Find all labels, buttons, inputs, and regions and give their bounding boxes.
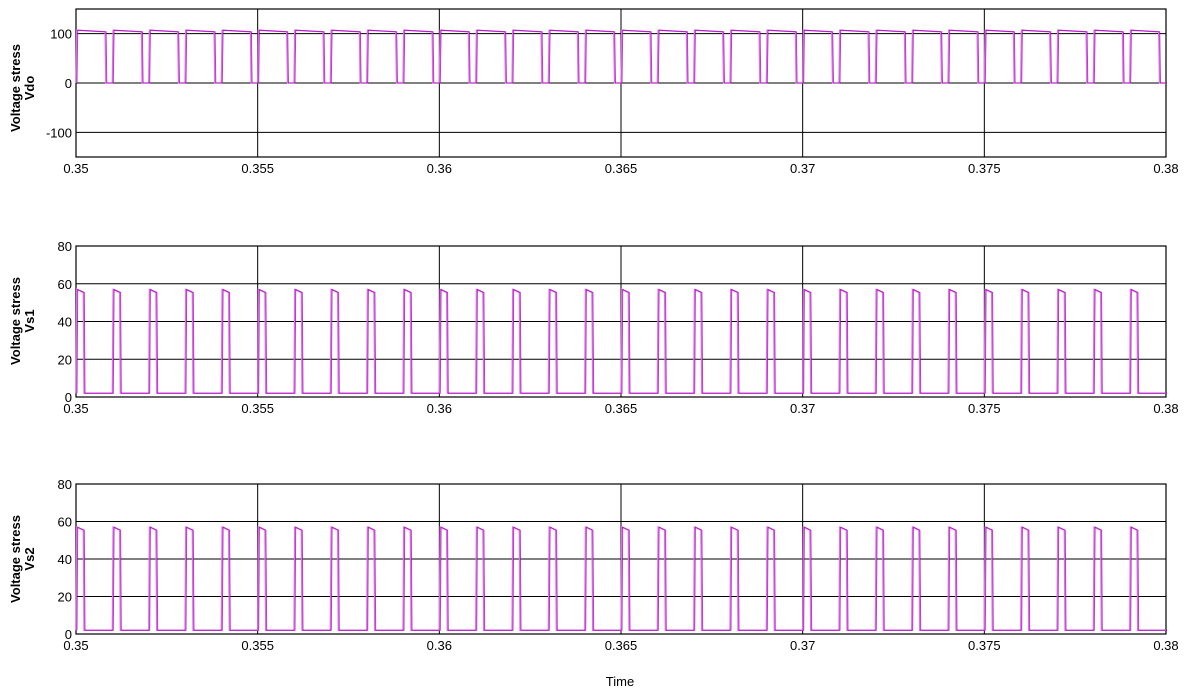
y-tick-label: 60 [58,277,72,292]
x-tick-label: 0.36 [427,638,452,653]
x-tick-label: 0.375 [968,161,1001,176]
x-tick-label: 0.38 [1153,161,1178,176]
x-tick-label: 0.365 [605,161,638,176]
x-tick-label: 0.35 [63,161,88,176]
y-tick-label: 0 [65,627,72,642]
series-line-dark [76,526,1167,631]
x-tick-label: 0.37 [790,638,815,653]
x-tick-label: 0.35 [63,401,88,416]
ylabel-line-1: Voltage stress [8,277,23,365]
y-tick-label: 0 [65,390,72,405]
y-tick-label: 80 [58,477,72,492]
x-tick-label: 0.355 [241,401,274,416]
y-tick-label: 0 [65,76,72,91]
x-tick-label: 0.37 [790,161,815,176]
ylabel-line-1: Voltage stress [8,44,23,132]
y-tick-label: -100 [46,125,72,140]
chart-panel-vs1: Voltage stress Vs1 0.35 0.355 0.36 0.365 0.3… [8,239,1179,416]
y-tick-label: 80 [58,239,72,254]
chart-panel-vdo: Voltage stress Vdo 0.35 0.355 0.36 0.365 0.3… [8,8,1179,176]
ylabel-line-2: Vs1 [22,309,37,332]
ylabel-line-2: Vdo [22,76,37,101]
y-tick-label: 20 [58,352,72,367]
x-tick-label: 0.355 [241,161,274,176]
ylabel-line-1: Voltage stress [8,515,23,603]
y-tick-label: 40 [58,315,72,330]
x-tick-label: 0.355 [241,638,274,653]
chart-panel-vs2: Voltage stress Vs2 Time 0.35 0.355 0.36 0.3… [8,477,1179,689]
x-tick-label: 0.365 [605,638,638,653]
x-tick-label: 0.36 [427,161,452,176]
x-tick-label: 0.375 [968,638,1001,653]
y-tick-label: 100 [50,27,72,42]
y-tick-label: 60 [58,515,72,530]
x-tick-label: 0.35 [63,638,88,653]
y-tick-label: 20 [58,590,72,605]
y-tick-label: 40 [58,552,72,567]
xlabel-time: Time [606,674,634,689]
x-tick-label: 0.375 [968,401,1001,416]
x-tick-label: 0.38 [1153,638,1178,653]
ylabel-line-2: Vs2 [22,547,37,570]
x-tick-label: 0.38 [1153,401,1178,416]
series-line-dark [76,29,1167,84]
x-tick-label: 0.37 [790,401,815,416]
x-tick-label: 0.36 [427,401,452,416]
series-line-dark [76,288,1167,394]
x-tick-label: 0.365 [605,401,638,416]
